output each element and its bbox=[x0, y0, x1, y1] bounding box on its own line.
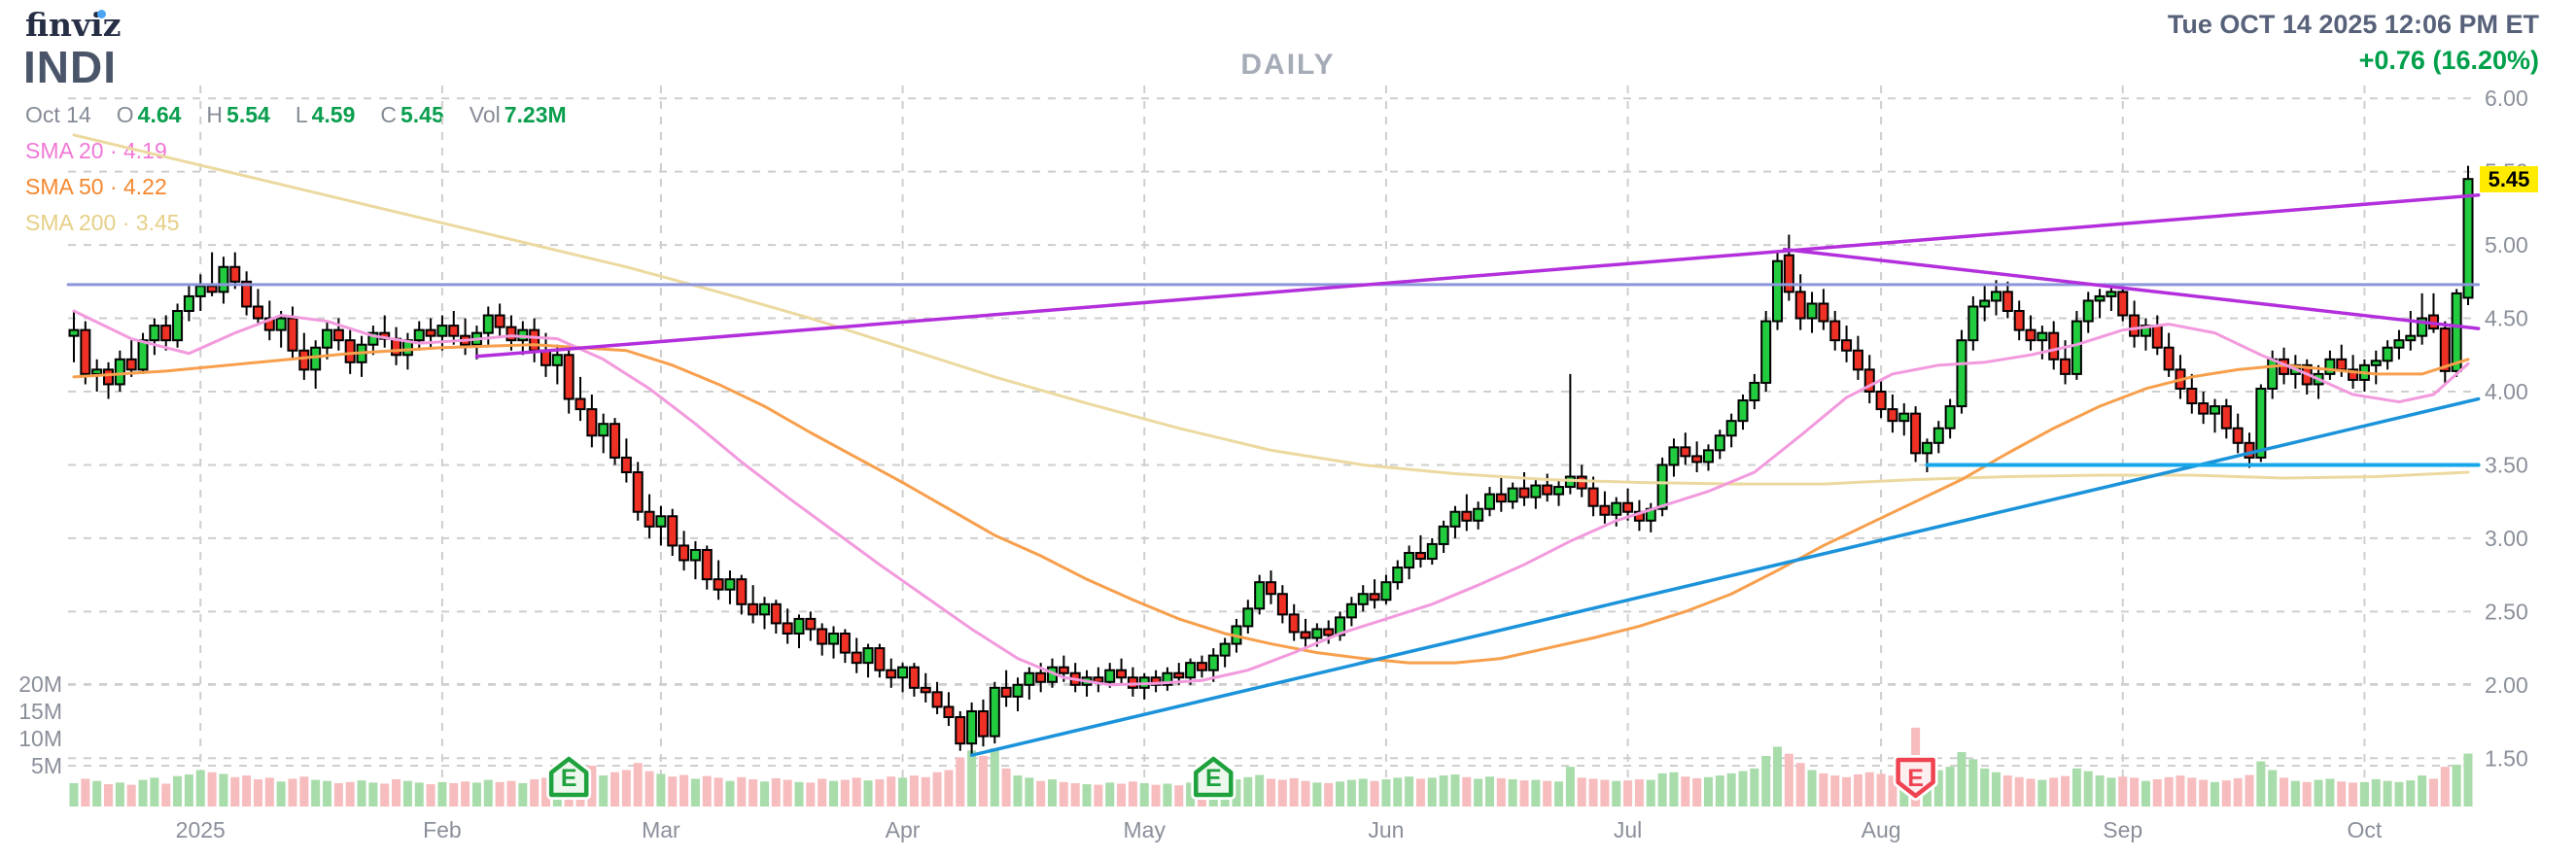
ohlc-readout: Oct 14 O 4.64 H 5.54 L 4.59 C 5.45 Vol 7.23M bbox=[25, 102, 567, 128]
rising-purple-trendline bbox=[474, 193, 2481, 359]
svg-text:Oct: Oct bbox=[2348, 817, 2383, 842]
earnings-red-badge: E bbox=[1893, 755, 1938, 801]
svg-text:Apr: Apr bbox=[886, 817, 921, 842]
sma200-legend: SMA 200 · 3.45 bbox=[25, 210, 180, 235]
svg-text:Sep: Sep bbox=[2103, 817, 2142, 842]
svg-text:Mar: Mar bbox=[642, 817, 680, 842]
svg-text:Feb: Feb bbox=[423, 817, 462, 842]
svg-text:10M: 10M bbox=[18, 726, 62, 751]
svg-text:2025: 2025 bbox=[176, 817, 226, 842]
ohlc-low: L 4.59 bbox=[295, 102, 356, 127]
earnings-green-badge: E bbox=[546, 754, 592, 800]
quote-datetime: Tue OCT 14 2025 12:06 PM ET bbox=[2167, 10, 2539, 39]
rising-blue-trendline bbox=[969, 396, 2481, 757]
price-change: +0.76 (16.20%) bbox=[2358, 46, 2539, 75]
earnings-green-badge: E bbox=[1191, 754, 1236, 800]
svg-text:5M: 5M bbox=[31, 753, 62, 778]
svg-text:3.50: 3.50 bbox=[2485, 452, 2528, 477]
timeframe-title: DAILY bbox=[1240, 49, 1336, 81]
svg-text:Aug: Aug bbox=[1862, 817, 1901, 842]
svg-text:5.00: 5.00 bbox=[2485, 232, 2528, 258]
volume-bars-layer bbox=[69, 727, 2473, 807]
ohlc-volume: Vol 7.23M bbox=[469, 102, 567, 127]
svg-text:2.50: 2.50 bbox=[2485, 599, 2528, 624]
svg-text:May: May bbox=[1124, 817, 1166, 842]
svg-text:Jul: Jul bbox=[1614, 817, 1642, 842]
svg-text:1.50: 1.50 bbox=[2485, 745, 2528, 771]
svg-text:4.00: 4.00 bbox=[2485, 379, 2528, 404]
svg-text:6.00: 6.00 bbox=[2485, 86, 2528, 111]
svg-text:E: E bbox=[1205, 765, 1222, 792]
ohlc-date: Oct 14 bbox=[25, 102, 91, 127]
svg-text:20M: 20M bbox=[18, 671, 62, 697]
ohlc-high: H 5.54 bbox=[206, 102, 270, 127]
sma200-line bbox=[72, 133, 2470, 486]
ticker-symbol: INDI bbox=[23, 42, 117, 92]
sma50-legend: SMA 50 · 4.22 bbox=[25, 174, 167, 199]
ohlc-close: C 5.45 bbox=[380, 102, 444, 127]
svg-text:4.50: 4.50 bbox=[2485, 306, 2528, 331]
axis-labels-layer: 6.005.505.004.504.003.503.002.502.001.50… bbox=[18, 86, 2528, 842]
svg-text:2.00: 2.00 bbox=[2485, 672, 2528, 698]
finviz-logo-dot-icon bbox=[97, 10, 106, 18]
grid-layer bbox=[68, 86, 2475, 807]
candlesticks-layer bbox=[68, 165, 2474, 756]
svg-text:E: E bbox=[561, 765, 577, 792]
ohlc-open: O 4.64 bbox=[116, 102, 182, 127]
last-price-badge: 5.45 bbox=[2480, 166, 2538, 192]
falling-purple-trendline bbox=[1782, 247, 2481, 330]
sma50-line bbox=[72, 343, 2470, 665]
svg-text:15M: 15M bbox=[18, 699, 62, 724]
sma20-legend: SMA 20 · 4.19 bbox=[25, 138, 167, 163]
sma20-line bbox=[72, 309, 2470, 687]
trendlines-layer bbox=[66, 193, 2481, 757]
svg-text:Jun: Jun bbox=[1368, 817, 1404, 842]
svg-text:3.00: 3.00 bbox=[2485, 526, 2528, 551]
svg-text:E: E bbox=[1907, 765, 1924, 792]
